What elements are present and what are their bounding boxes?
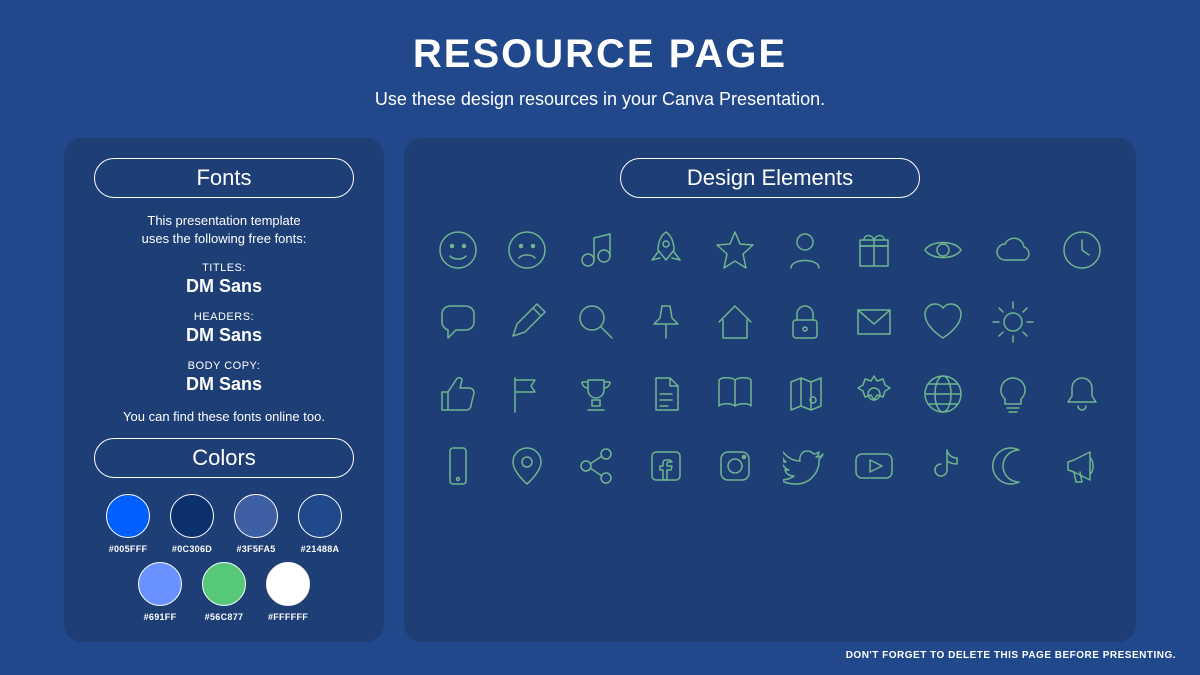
intro-line-1: This presentation template (147, 213, 300, 228)
thumbs-up-icon (432, 372, 483, 416)
swatch-label: #21488A (301, 544, 340, 554)
swatch-circle (106, 494, 150, 538)
icon-grid (424, 228, 1116, 488)
heart-icon (918, 300, 969, 344)
rocket-icon (640, 228, 691, 272)
swatch-label: #691FF (144, 612, 177, 622)
pencil-icon (501, 300, 552, 344)
magnifier-icon (571, 300, 622, 344)
color-swatch: #005FFF (103, 494, 153, 554)
color-swatch: #3F5FA5 (231, 494, 281, 554)
speech-bubble-icon (432, 300, 483, 344)
font-block-headers: HEADERS: DM Sans (84, 311, 364, 346)
document-icon (640, 372, 691, 416)
font-label: HEADERS: (84, 311, 364, 323)
envelope-icon (848, 300, 899, 344)
happy-face-icon (432, 228, 483, 272)
color-swatch: #56C877 (199, 562, 249, 622)
swatch-label: #005FFF (109, 544, 148, 554)
font-label: TITLES: (84, 262, 364, 274)
color-swatch: #FFFFFF (263, 562, 313, 622)
location-pin-icon (501, 444, 552, 488)
phone-icon (432, 444, 483, 488)
color-swatch: #21488A (295, 494, 345, 554)
cloud-icon (987, 228, 1038, 272)
fonts-colors-panel: Fonts This presentation template uses th… (64, 138, 384, 642)
swatch-label: #56C877 (205, 612, 244, 622)
book-icon (710, 372, 761, 416)
intro-line-2: uses the following free fonts: (142, 231, 307, 246)
colors-heading: Colors (94, 438, 354, 478)
color-swatches: #005FFF #0C306D #3F5FA5 #21488A #691FF #56C87… (84, 494, 364, 622)
map-icon (779, 372, 830, 416)
color-swatch: #691FF (135, 562, 185, 622)
bell-icon (1057, 372, 1108, 416)
clock-icon (1057, 228, 1108, 272)
swatch-circle (202, 562, 246, 606)
youtube-icon (848, 444, 899, 488)
eye-icon (918, 228, 969, 272)
design-elements-heading: Design Elements (620, 158, 920, 198)
facebook-icon (640, 444, 691, 488)
sun-icon (987, 300, 1038, 344)
fonts-note: You can find these fonts online too. (84, 409, 364, 424)
megaphone-icon (1057, 444, 1108, 488)
moon-icon (987, 444, 1038, 488)
spacer-icon (1057, 300, 1108, 344)
font-block-titles: TITLES: DM Sans (84, 262, 364, 297)
home-icon (710, 300, 761, 344)
music-note-icon (571, 228, 622, 272)
design-elements-panel: Design Elements (404, 138, 1136, 642)
star-icon (710, 228, 761, 272)
tiktok-icon (918, 444, 969, 488)
gear-icon (848, 372, 899, 416)
font-name: DM Sans (84, 374, 364, 395)
flag-icon (501, 372, 552, 416)
swatch-circle (298, 494, 342, 538)
instagram-icon (710, 444, 761, 488)
content-row: Fonts This presentation template uses th… (0, 110, 1200, 642)
trophy-icon (571, 372, 622, 416)
page-subtitle: Use these design resources in your Canva… (0, 89, 1200, 110)
font-name: DM Sans (84, 276, 364, 297)
share-icon (571, 444, 622, 488)
fonts-heading: Fonts (94, 158, 354, 198)
lightbulb-icon (987, 372, 1038, 416)
font-name: DM Sans (84, 325, 364, 346)
swatch-label: #3F5FA5 (236, 544, 275, 554)
lock-icon (779, 300, 830, 344)
swatch-label: #0C306D (172, 544, 212, 554)
globe-icon (918, 372, 969, 416)
color-swatch: #0C306D (167, 494, 217, 554)
page-title: RESOURCE PAGE (0, 0, 1200, 77)
user-icon (779, 228, 830, 272)
swatch-circle (138, 562, 182, 606)
sad-face-icon (501, 228, 552, 272)
swatch-circle (234, 494, 278, 538)
font-block-body: BODY COPY: DM Sans (84, 360, 364, 395)
gift-icon (848, 228, 899, 272)
footer-note: DON'T FORGET TO DELETE THIS PAGE BEFORE … (846, 650, 1176, 661)
fonts-intro: This presentation template uses the foll… (84, 212, 364, 248)
twitter-icon (779, 444, 830, 488)
font-label: BODY COPY: (84, 360, 364, 372)
swatch-circle (170, 494, 214, 538)
swatch-label: #FFFFFF (268, 612, 308, 622)
swatch-circle (266, 562, 310, 606)
pushpin-icon (640, 300, 691, 344)
